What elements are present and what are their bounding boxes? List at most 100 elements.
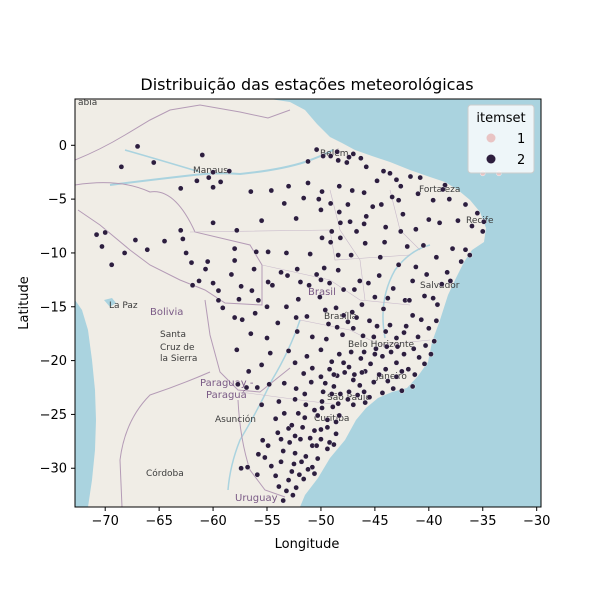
station-point-itemset-2 <box>331 383 337 390</box>
station-point-itemset-2 <box>409 383 416 390</box>
station-point-itemset-2 <box>297 279 304 285</box>
station-point-itemset-2 <box>276 398 282 405</box>
station-point-itemset-2 <box>319 188 325 195</box>
station-point-itemset-2 <box>243 384 250 391</box>
station-point-itemset-2 <box>299 424 306 431</box>
station-point-itemset-2 <box>313 442 320 449</box>
station-point-itemset-2 <box>318 436 324 442</box>
x-tick-label: −70 <box>91 514 118 529</box>
station-point-itemset-2 <box>351 371 358 378</box>
station-point-itemset-2 <box>317 294 323 300</box>
y-tick-label: −25 <box>40 408 67 423</box>
x-tick-label: −40 <box>415 514 442 529</box>
sao-francisco-river <box>382 244 431 339</box>
svg-text:Uruguay: Uruguay <box>235 493 278 504</box>
station-point-itemset-2 <box>366 317 373 324</box>
station-point-itemset-2 <box>366 394 373 400</box>
station-point-itemset-2 <box>347 218 353 225</box>
station-point-itemset-2 <box>359 369 365 376</box>
station-point-itemset-2 <box>285 477 292 483</box>
station-point-itemset-2 <box>474 210 481 216</box>
station-point-itemset-2 <box>292 433 298 439</box>
station-point-itemset-2 <box>409 278 416 284</box>
station-point-itemset-2 <box>390 285 397 292</box>
station-point-itemset-2 <box>202 266 209 272</box>
station-point-itemset-2 <box>336 351 343 357</box>
x-tick-label: −45 <box>361 514 388 529</box>
station-point-itemset-2 <box>335 267 342 273</box>
station-point-itemset-2 <box>231 257 238 264</box>
station-point-itemset-2 <box>283 250 290 256</box>
station-point-itemset-2 <box>350 151 357 157</box>
station-point-itemset-2 <box>462 201 469 208</box>
station-point-itemset-2 <box>268 463 275 469</box>
station-point-itemset-2 <box>413 226 419 233</box>
station-point-itemset-2 <box>417 174 423 181</box>
svg-text:la Sierra: la Sierra <box>160 354 197 364</box>
station-point-itemset-2 <box>281 200 288 207</box>
station-point-itemset-2 <box>381 239 388 245</box>
svg-text:La Paz: La Paz <box>109 301 138 311</box>
station-point-itemset-2 <box>479 228 486 235</box>
station-point-itemset-2 <box>335 400 342 407</box>
station-point-itemset-2 <box>294 266 301 272</box>
station-point-itemset-2 <box>379 390 386 396</box>
station-point-itemset-2 <box>289 422 295 428</box>
legend-label-1: 1 <box>517 132 525 147</box>
station-point-itemset-2 <box>205 174 212 181</box>
station-point-itemset-2 <box>367 361 374 367</box>
station-point-itemset-2 <box>265 442 271 449</box>
station-point-itemset-2 <box>93 231 100 238</box>
station-point-itemset-2 <box>336 183 343 189</box>
station-point-itemset-2 <box>401 329 407 336</box>
station-point-itemset-2 <box>280 497 286 504</box>
station-point-itemset-2 <box>336 412 343 419</box>
station-point-itemset-2 <box>349 187 356 194</box>
station-point-itemset-2 <box>226 168 233 174</box>
station-point-itemset-2 <box>361 221 367 227</box>
station-point-itemset-2 <box>400 211 406 217</box>
station-point-itemset-2 <box>361 349 367 355</box>
station-point-itemset-2 <box>345 396 351 403</box>
station-point-itemset-2 <box>374 178 380 184</box>
station-point-itemset-2 <box>324 446 331 452</box>
station-point-itemset-2 <box>401 351 407 357</box>
station-point-itemset-2 <box>380 168 387 174</box>
station-point-itemset-2 <box>238 465 244 472</box>
legend-title: itemset <box>476 111 525 126</box>
station-point-itemset-2 <box>189 282 196 289</box>
station-point-itemset-2 <box>318 373 324 380</box>
station-point-itemset-2 <box>333 305 339 311</box>
station-point-itemset-2 <box>363 164 370 170</box>
station-point-itemset-2 <box>99 243 105 250</box>
station-point-itemset-2 <box>296 471 303 478</box>
station-point-itemset-2 <box>360 333 366 339</box>
station-point-itemset-2 <box>406 297 413 304</box>
station-point-itemset-2 <box>393 176 400 183</box>
station-point-itemset-2 <box>248 188 254 195</box>
station-point-itemset-2 <box>440 186 446 193</box>
station-point-itemset-2 <box>324 417 331 423</box>
station-point-itemset-2 <box>421 293 428 299</box>
station-point-itemset-2 <box>252 310 258 317</box>
amazon-river <box>109 149 334 186</box>
svg-text:Curitiba: Curitiba <box>314 414 349 424</box>
station-point-itemset-2 <box>306 282 312 289</box>
station-point-itemset-2 <box>351 286 358 293</box>
station-point-itemset-2 <box>353 314 360 321</box>
station-point-itemset-2 <box>344 159 350 166</box>
station-point-itemset-2 <box>286 439 293 446</box>
station-point-itemset-2 <box>300 476 307 482</box>
station-point-itemset-2 <box>348 349 354 355</box>
station-point-itemset-2 <box>255 297 262 304</box>
station-point-itemset-2 <box>354 392 361 398</box>
station-point-itemset-2 <box>231 245 238 252</box>
station-point-itemset-2 <box>318 277 324 283</box>
svg-text:Brasília: Brasília <box>324 312 357 322</box>
station-point-itemset-2 <box>333 419 339 425</box>
station-point-itemset-2 <box>415 190 421 197</box>
station-point-itemset-2 <box>353 228 360 235</box>
station-point-itemset-2 <box>328 358 335 365</box>
station-point-itemset-2 <box>301 414 308 421</box>
station-point-itemset-2 <box>373 345 379 352</box>
